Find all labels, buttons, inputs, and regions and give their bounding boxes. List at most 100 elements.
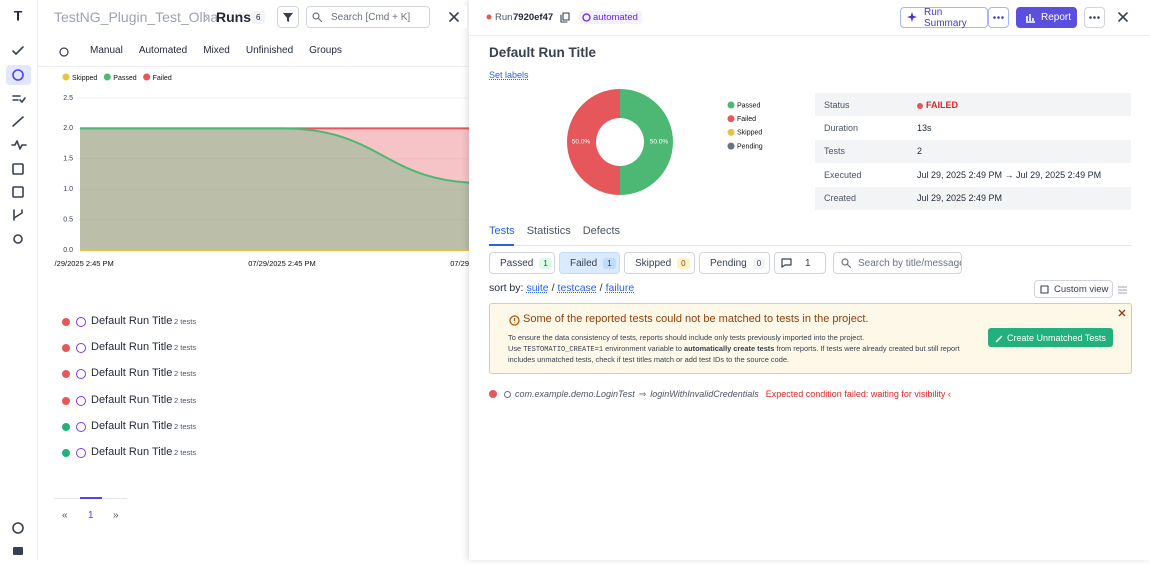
- run-title[interactable]: Default Run Title: [91, 419, 173, 432]
- sort-option[interactable]: suite: [526, 282, 549, 294]
- comments-filter[interactable]: 1: [774, 252, 826, 274]
- search-placeholder: Search [Cmd + K]: [331, 11, 411, 23]
- project-name[interactable]: TestNG_Plugin_Test_Olha: [54, 9, 219, 25]
- sort-label: sort by:: [489, 282, 524, 294]
- tab[interactable]: Manual: [90, 45, 123, 56]
- run-title[interactable]: Default Run Title: [91, 341, 173, 354]
- y-tick-label: 1.5: [63, 156, 73, 163]
- custom-view-button[interactable]: Custom view: [1034, 280, 1113, 298]
- icon[interactable]: [12, 95, 26, 103]
- icon[interactable]: [11, 140, 27, 150]
- tab[interactable]: Mixed: [203, 45, 230, 56]
- set-labels-link[interactable]: Set labels: [489, 70, 529, 80]
- legend-label[interactable]: Failed: [153, 75, 172, 82]
- icon[interactable]: [12, 522, 24, 534]
- run-row[interactable]: Default Run Title 2 tests: [60, 366, 460, 382]
- filter-label: Skipped: [635, 257, 672, 269]
- suite-name: com.example.demo.LoginTest: [515, 389, 635, 399]
- button-label: Run Summary: [924, 6, 967, 29]
- legend-label[interactable]: Skipped: [72, 75, 97, 82]
- status-dot: [917, 102, 923, 109]
- slice-label: 50.0%: [572, 139, 591, 146]
- icon[interactable]: [12, 46, 24, 55]
- detail-tab[interactable]: Tests: [489, 225, 515, 237]
- legend-marker: [727, 115, 735, 123]
- run-row[interactable]: Default Run Title 2 tests: [60, 314, 460, 330]
- copy-icon[interactable]: [560, 12, 570, 23]
- run-title[interactable]: Default Run Title: [91, 367, 173, 380]
- warning-text: from reports. If tests were already crea…: [508, 343, 960, 365]
- icon: [283, 13, 293, 22]
- failure-row[interactable]: com.example.demo.LoginTest ⇒ loginWithInva…: [489, 387, 1129, 401]
- run-row[interactable]: Default Run Title 2 tests: [60, 393, 460, 409]
- legend-label: Failed: [737, 116, 756, 123]
- run-row[interactable]: Default Run Title 2 tests: [60, 445, 460, 461]
- settings-icon[interactable]: [1118, 285, 1127, 294]
- icon: [312, 12, 322, 22]
- pagination-next[interactable]: »: [113, 510, 119, 521]
- close-overlay[interactable]: [441, 6, 467, 28]
- icon[interactable]: [13, 209, 23, 221]
- slice-label: 50.0%: [650, 139, 669, 146]
- detail-value: Jul 29, 2025 2:49 PM: [917, 193, 1003, 204]
- type-icon: [76, 317, 86, 327]
- search-box[interactable]: Search [Cmd + K]: [306, 6, 430, 28]
- run-title[interactable]: Default Run Title: [91, 393, 173, 406]
- y-tick-label: 2.5: [63, 95, 73, 102]
- status-filter[interactable]: Skipped 0: [624, 252, 695, 274]
- run-tests: 2 tests: [174, 369, 197, 379]
- warning-bold: automatically create tests: [684, 343, 775, 353]
- pagination-prev[interactable]: «: [62, 510, 68, 521]
- sort-option[interactable]: testcase: [557, 282, 597, 294]
- menu-button[interactable]: [1084, 7, 1105, 28]
- legend-label: Skipped: [737, 130, 762, 137]
- type-icon: [76, 448, 86, 458]
- run-summary-button[interactable]: Run Summary: [900, 6, 988, 29]
- run-title[interactable]: Default Run Title: [91, 446, 173, 458]
- detail-tab[interactable]: Defects: [582, 225, 620, 237]
- detail-tab[interactable]: Statistics: [526, 225, 571, 237]
- tab[interactable]: Unfinished: [245, 45, 294, 56]
- more-button[interactable]: [988, 7, 1009, 28]
- icon[interactable]: [12, 186, 24, 198]
- status-filter[interactable]: Pending 0: [699, 252, 770, 274]
- detail-row: Tests 2: [815, 139, 1131, 163]
- x-tick-label: 07/29/2025 2:45 PM: [248, 259, 316, 268]
- y-tick-label: 2.0: [63, 125, 73, 132]
- filter-count: 0: [677, 257, 690, 269]
- close-button[interactable]: [1118, 12, 1128, 22]
- warning-close[interactable]: [1118, 309, 1126, 317]
- legend-label[interactable]: Passed: [113, 75, 136, 82]
- icon[interactable]: [13, 547, 23, 555]
- test-search[interactable]: Search by title/message: [833, 252, 962, 274]
- icon[interactable]: [12, 163, 24, 175]
- run-tag: automated: [579, 11, 642, 24]
- run-row[interactable]: Default Run Title 2 tests: [60, 419, 460, 435]
- status-filter[interactable]: Failed 1: [559, 252, 620, 274]
- legend-marker: [727, 128, 735, 136]
- status-icon: [62, 344, 70, 353]
- run-panel: Run 7920ef47 automated Run Summary Repor…: [441, 0, 1150, 560]
- icon[interactable]: [58, 46, 70, 58]
- sidebar-icons: T: [6, 8, 31, 555]
- suite-icon: [504, 390, 511, 398]
- tab[interactable]: Automated: [138, 45, 188, 56]
- pagination-page[interactable]: 1: [88, 510, 94, 521]
- filter-button[interactable]: [277, 6, 299, 28]
- legend-marker: [103, 73, 111, 81]
- logo[interactable]: T: [14, 8, 23, 24]
- run-row[interactable]: Default Run Title 2 tests: [60, 340, 460, 356]
- sort-option[interactable]: failure: [605, 282, 635, 294]
- filter-label: Passed: [500, 257, 534, 269]
- tab[interactable]: Groups: [309, 45, 342, 56]
- run-label: Run: [495, 12, 513, 23]
- run-title[interactable]: Default Run Title: [91, 315, 173, 327]
- create-unmatched-button[interactable]: Create Unmatched Tests: [988, 328, 1113, 347]
- icon[interactable]: [12, 69, 24, 81]
- icon: [1040, 285, 1049, 294]
- icon[interactable]: [12, 116, 24, 127]
- icon[interactable]: [13, 234, 23, 244]
- wand-icon: [995, 335, 1003, 343]
- detail-label: Executed: [824, 169, 862, 180]
- status-filter[interactable]: Passed 1: [489, 252, 555, 274]
